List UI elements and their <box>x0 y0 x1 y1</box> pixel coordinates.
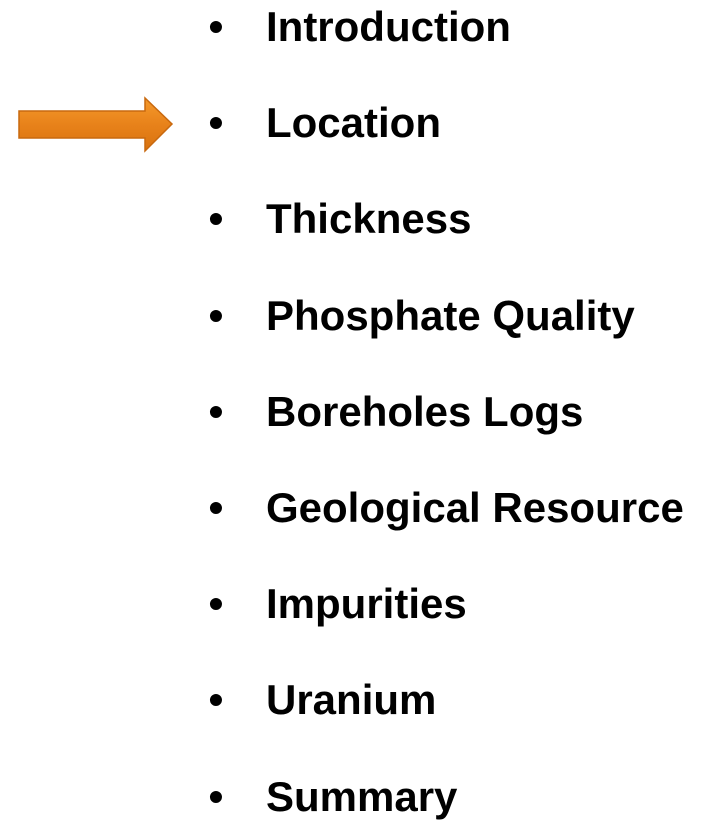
bullet: • <box>208 99 224 147</box>
bullet: • <box>208 387 224 435</box>
bullet: • <box>208 195 224 243</box>
item-label: Uranium <box>266 676 437 724</box>
bullet: • <box>208 676 224 724</box>
pointer-arrow <box>18 96 174 153</box>
item-label: Geological Resource <box>266 484 684 531</box>
item-label: Impurities <box>266 580 467 628</box>
bullet: • <box>208 291 224 339</box>
bullet: • <box>208 3 224 50</box>
bullet: • <box>208 772 224 820</box>
bullet: • <box>208 580 224 628</box>
item-label: Thickness <box>266 195 472 243</box>
item-label: Phosphate Quality <box>266 291 635 339</box>
item-label: Location <box>266 99 441 147</box>
bullet: • <box>208 484 224 531</box>
item-label: Boreholes Logs <box>266 387 584 435</box>
pointer-arrow-layer <box>18 96 174 153</box>
item-label: Summary <box>266 772 458 820</box>
item-label: Introduction <box>266 3 511 50</box>
